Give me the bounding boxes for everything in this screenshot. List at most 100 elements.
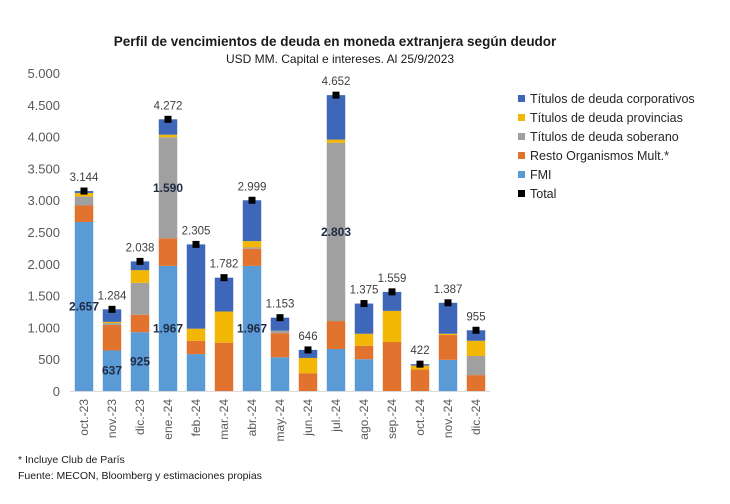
segment-data-label: 1.967 — [237, 321, 267, 335]
bar-segment-t-tulos-de-deuda-corporativos — [158, 119, 178, 135]
bar-segment-t-tulos-de-deuda-soberano — [466, 356, 486, 376]
total-data-label: 1.153 — [266, 299, 295, 311]
total-data-label: 1.284 — [98, 290, 127, 302]
bar-segment-t-tulos-de-deuda-provincias — [242, 241, 262, 248]
legend-label: Títulos de deuda soberano — [530, 130, 679, 144]
y-tick-label: 1.000 — [27, 320, 60, 335]
total-data-label: 4.272 — [154, 100, 183, 112]
bar-segment-t-tulos-de-deuda-corporativos — [382, 291, 402, 311]
bar-segment-t-tulos-de-deuda-corporativos — [270, 317, 290, 331]
total-marker — [276, 314, 284, 322]
legend-item: Títulos de deuda corporativos — [518, 92, 695, 106]
bar-segment-t-tulos-de-deuda-provincias — [326, 139, 346, 143]
x-tick-label: jul.-24 — [329, 399, 343, 433]
total-marker — [80, 187, 88, 195]
bar-segment-fmi — [354, 359, 374, 391]
total-data-label: 2.305 — [182, 225, 211, 237]
x-tick-label: feb.-24 — [189, 399, 203, 437]
bar-segment-fmi — [158, 265, 178, 391]
total-marker — [220, 274, 228, 282]
x-tick-label: mar.-24 — [217, 399, 231, 440]
bar-segment-resto-organismos-mult- — [130, 314, 150, 333]
bar-group-ene-24: 4.272 — [154, 100, 183, 391]
bar-segment-t-tulos-de-deuda-corporativos — [214, 277, 234, 312]
legend-label: Total — [530, 187, 556, 201]
x-tick-label: ago.-24 — [357, 399, 371, 440]
legend-swatch — [518, 133, 525, 140]
bar-segment-resto-organismos-mult- — [438, 335, 458, 360]
total-marker — [304, 346, 312, 354]
bar-group-oct-24: 422 — [410, 345, 430, 391]
x-tick-label: nov.-24 — [441, 399, 455, 438]
bar-segment-fmi — [186, 354, 206, 391]
bar-segment-t-tulos-de-deuda-corporativos — [186, 244, 206, 329]
y-tick-label: 0 — [53, 384, 60, 399]
bar-segment-t-tulos-de-deuda-corporativos — [242, 200, 262, 242]
bar-group-jun-24: 646 — [298, 331, 318, 391]
total-data-label: 4.652 — [322, 76, 351, 88]
bar-segment-t-tulos-de-deuda-provincias — [382, 310, 402, 343]
bar-group-oct-23: 3.144 — [70, 172, 99, 391]
bar-segment-resto-organismos-mult- — [326, 321, 346, 350]
bars: 3.144 1.284 2.038 4.272 2.305 1.782 2.999 1.153… — [69, 76, 486, 391]
legend-swatch — [518, 152, 525, 159]
y-tick-label: 2.000 — [27, 257, 60, 272]
bar-segment-t-tulos-de-deuda-provincias — [102, 321, 122, 324]
segment-data-label: 1.590 — [153, 181, 183, 195]
total-marker — [108, 305, 116, 313]
bar-segment-resto-organismos-mult- — [354, 345, 374, 360]
bar-segment-fmi — [326, 349, 346, 391]
total-data-label: 422 — [410, 345, 429, 357]
bar-segment-resto-organismos-mult- — [242, 248, 262, 266]
total-marker — [444, 299, 452, 307]
total-data-label: 2.999 — [238, 181, 267, 193]
bar-segment-t-tulos-de-deuda-provincias — [298, 357, 318, 374]
legend-label: Títulos de deuda provincias — [530, 111, 683, 125]
legend-label: FMI — [530, 168, 552, 182]
bar-group-feb-24: 2.305 — [182, 225, 211, 391]
y-axis: 0 500 1.000 1.500 2.000 2.500 3.000 3.500 4.000 4… — [27, 66, 60, 399]
bar-segment-fmi — [270, 357, 290, 391]
bar-segment-t-tulos-de-deuda-provincias — [158, 134, 178, 138]
x-tick-label: oct.-24 — [413, 399, 427, 436]
bar-segment-t-tulos-de-deuda-soberano — [326, 142, 346, 322]
bar-segment-fmi — [242, 265, 262, 391]
y-tick-label: 4.500 — [27, 98, 60, 113]
bar-segment-t-tulos-de-deuda-provincias — [438, 333, 458, 336]
total-data-label: 955 — [466, 311, 485, 323]
bar-segment-t-tulos-de-deuda-provincias — [130, 270, 150, 283]
bar-segment-t-tulos-de-deuda-corporativos — [466, 330, 486, 341]
total-marker — [360, 300, 368, 308]
total-data-label: 1.375 — [350, 285, 379, 297]
total-marker — [164, 115, 172, 123]
bar-segment-t-tulos-de-deuda-corporativos — [326, 95, 346, 140]
x-tick-label: may.-24 — [273, 399, 287, 442]
x-tick-label: nov.-23 — [105, 399, 119, 438]
bar-segment-t-tulos-de-deuda-soberano — [74, 196, 94, 206]
y-tick-label: 4.000 — [27, 130, 60, 145]
bar-segment-fmi — [102, 350, 122, 391]
bar-segment-resto-organismos-mult- — [214, 342, 234, 391]
chart-title: Perfil de vencimientos de deuda en moned… — [114, 34, 557, 49]
bar-segment-t-tulos-de-deuda-corporativos — [438, 302, 458, 334]
bar-segment-t-tulos-de-deuda-provincias — [186, 328, 206, 341]
bar-segment-fmi — [438, 359, 458, 391]
total-marker — [332, 91, 340, 99]
total-data-label: 3.144 — [70, 172, 99, 184]
bar-segment-fmi — [74, 222, 94, 391]
x-tick-label: sep.-24 — [385, 399, 399, 439]
legend-item: Total — [518, 187, 556, 201]
bar-group-ago-24: 1.375 — [350, 285, 379, 391]
bar-segment-resto-organismos-mult- — [466, 375, 486, 391]
x-axis: oct.-23 nov.-23 dic.-23 ene.-24 feb.-24 mar.-… — [77, 399, 483, 442]
bar-segment-t-tulos-de-deuda-soberano — [270, 330, 290, 334]
total-data-label: 1.387 — [434, 284, 463, 296]
total-marker — [192, 240, 200, 248]
bar-segment-t-tulos-de-deuda-soberano — [130, 282, 150, 315]
segment-data-label: 925 — [130, 355, 150, 369]
legend-item: FMI — [518, 168, 552, 182]
bar-group-nov-24: 1.387 — [434, 284, 463, 391]
legend-item: Resto Organismos Mult.* — [518, 149, 669, 163]
bar-segment-resto-organismos-mult- — [410, 369, 430, 391]
bar-segment-t-tulos-de-deuda-soberano — [102, 323, 122, 326]
